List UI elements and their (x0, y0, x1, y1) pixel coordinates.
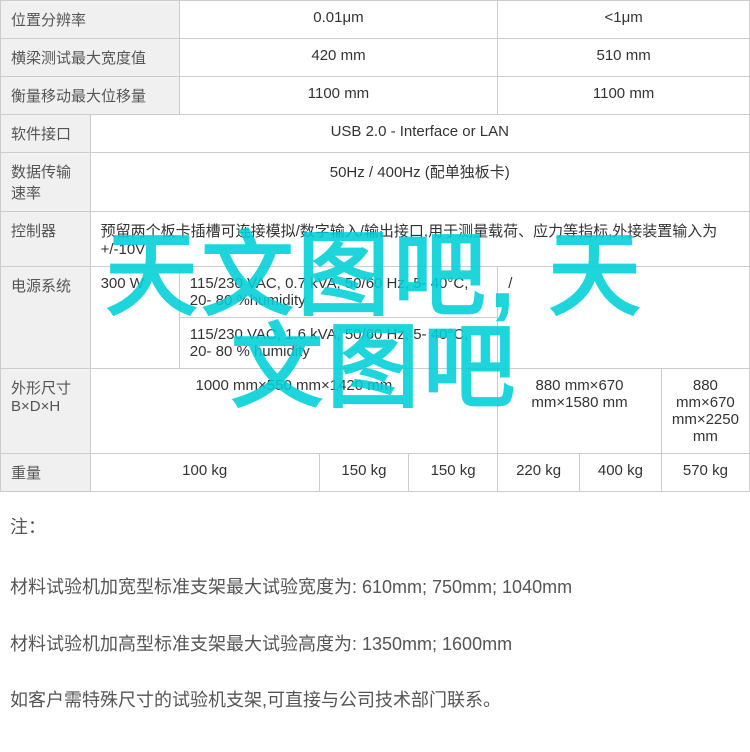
note-3: 如客户需特殊尺寸的试验机支架,可直接与公司技术部门联系。 (10, 675, 740, 725)
row-weight-label: 重量 (1, 454, 91, 492)
row-dimensions-v1: 1000 mm×550 mm×1420 mm (90, 369, 498, 454)
row-controller-val: 预留两个板卡插槽可连接模拟/数字输入/输出接口,用于测量载荷、应力等指标,外接装… (90, 212, 749, 267)
row-power-c1: 300 W (90, 267, 179, 369)
row-beam-width-val2: 510 mm (498, 39, 750, 77)
spec-table: 位置分辨率 0.01μm <1μm 横梁测试最大宽度值 420 mm 510 m… (0, 0, 750, 492)
row-controller-label: 控制器 (1, 212, 91, 267)
row-weight-v4: 220 kg (498, 454, 580, 492)
row-power-label: 电源系统 (1, 267, 91, 369)
row-beam-width-val1: 420 mm (179, 39, 497, 77)
row-displacement-label: 衡量移动最大位移量 (1, 77, 180, 115)
row-power-c2a: 115/230 VAC, 0.7 kVA, 50/60 Hz, 5- 40°C,… (179, 267, 497, 318)
row-interface-label: 软件接口 (1, 115, 91, 153)
row-weight-v2: 150 kg (319, 454, 408, 492)
row-power-c3: / (498, 267, 750, 369)
notes-section: 注： 材料试验机加宽型标准支架最大试验宽度为: 610mm; 750mm; 10… (0, 492, 750, 752)
row-beam-width-label: 横梁测试最大宽度值 (1, 39, 180, 77)
row-datarate-val: 50Hz / 400Hz (配单独板卡) (90, 153, 749, 212)
row-dimensions-v2: 880 mm×670 mm×1580 mm (498, 369, 662, 454)
row-position-resolution-val2: <1μm (498, 1, 750, 39)
row-dimensions-label: 外形尺寸 B×D×H (1, 369, 91, 454)
row-datarate-label: 数据传输速率 (1, 153, 91, 212)
row-weight-v3: 150 kg (409, 454, 498, 492)
note-2: 材料试验机加高型标准支架最大试验高度为: 1350mm; 1600mm (10, 619, 740, 669)
row-dimensions-v3: 880 mm×670 mm×2250 mm (661, 369, 749, 454)
row-position-resolution-val1: 0.01μm (179, 1, 497, 39)
row-weight-v1: 100 kg (90, 454, 319, 492)
row-displacement-val1: 1100 mm (179, 77, 497, 115)
row-position-resolution-label: 位置分辨率 (1, 1, 180, 39)
row-weight-v6: 570 kg (661, 454, 749, 492)
row-power-c2b: 115/230 VAC, 1.6 kVA, 50/60 Hz, 5- 40°C,… (179, 318, 497, 369)
notes-title: 注： (10, 502, 740, 552)
row-interface-val: USB 2.0 - Interface or LAN (90, 115, 749, 153)
note-1: 材料试验机加宽型标准支架最大试验宽度为: 610mm; 750mm; 1040m… (10, 562, 740, 612)
row-displacement-val2: 1100 mm (498, 77, 750, 115)
row-weight-v5: 400 kg (580, 454, 662, 492)
